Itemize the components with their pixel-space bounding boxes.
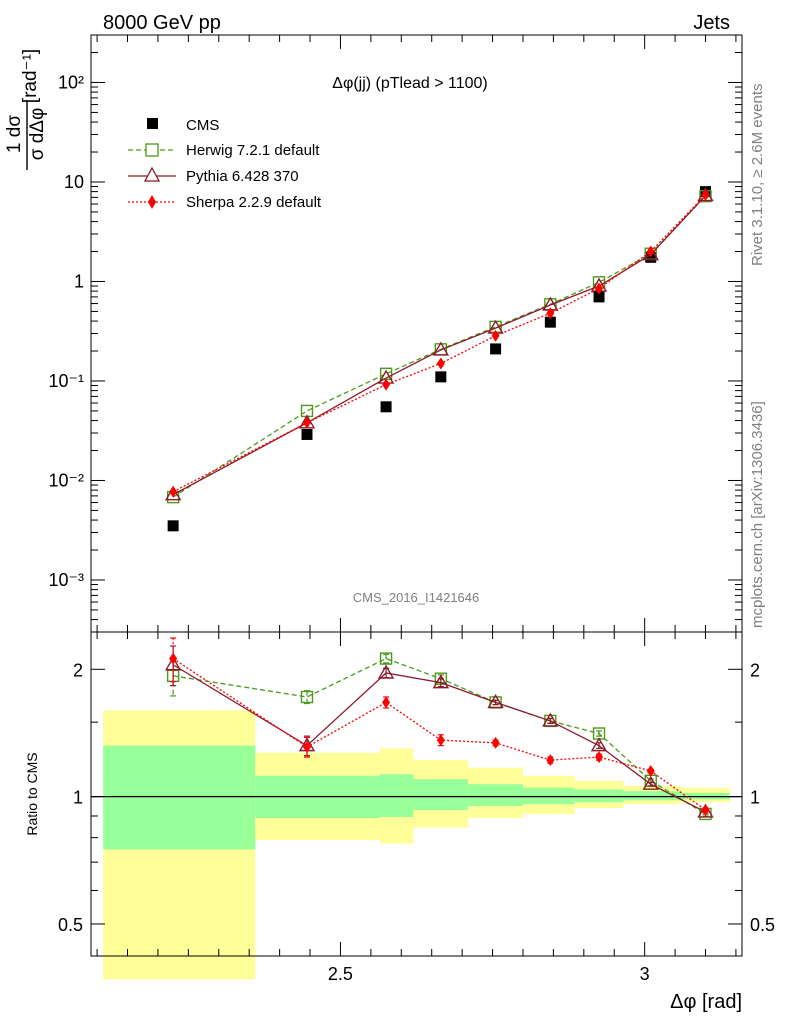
ratio-band-inner <box>623 791 682 801</box>
legend-marker-pythia <box>143 166 161 182</box>
main-ytick-label: 10 <box>64 172 84 192</box>
ratio-point-pythia <box>377 664 395 679</box>
main-line-pythia <box>172 195 706 496</box>
main-point-cms <box>167 520 179 532</box>
main-point-sherpa <box>169 485 178 498</box>
ratio-point-pythia <box>697 803 714 818</box>
ratio-ytick-label: 1 <box>73 788 83 808</box>
ratio-point-sherpa <box>169 652 178 665</box>
main-ytick-label: 1 <box>74 271 84 291</box>
ratio-band-inner <box>413 779 469 810</box>
main-ylabel-denominator: σ dΔφ <box>27 108 48 161</box>
ratio-point-pythia <box>432 674 450 689</box>
header-left: 8000 GeV pp <box>103 12 221 34</box>
analysis-watermark: CMS_2016_I1421646 <box>353 590 480 605</box>
ratio-ylabel: Ratio to CMS <box>24 752 40 835</box>
main-point-cms <box>301 428 313 440</box>
main-point-sherpa <box>646 245 655 258</box>
main-plot-series <box>164 186 714 532</box>
ratio-ytick-label: 2 <box>73 660 83 680</box>
main-point-cms <box>435 371 447 383</box>
main-ylabel-unit: [rad⁻¹] <box>20 49 41 103</box>
main-point-cms <box>593 291 605 303</box>
ratio-band-inner <box>103 745 256 850</box>
main-ylabel-numerator: 1 dσ <box>4 115 25 153</box>
ratio-point-sherpa <box>491 736 500 749</box>
header-right: Jets <box>693 12 730 34</box>
ratio-line-herwig <box>173 657 706 815</box>
legend-label-sherpa: Sherpa 2.2.9 default <box>186 194 322 211</box>
ratio-ytick-label-right: 2 <box>750 660 760 680</box>
main-plot-title: Δφ(jj) (pTlead > 1100) <box>332 75 488 92</box>
ratio-plot-frame <box>90 631 743 957</box>
ratio-ytick-label-right: 1 <box>750 788 760 808</box>
legend-marker-sherpa <box>148 195 156 209</box>
legend-label-cms: CMS <box>186 117 219 134</box>
ratio-point-sherpa <box>595 751 604 764</box>
main-point-sherpa <box>436 357 445 370</box>
ratio-ytick-label-right: 0.5 <box>750 915 775 935</box>
ratio-uncertainty-bands <box>103 710 730 980</box>
legend-item-herwig: Herwig 7.2.1 default <box>128 142 320 159</box>
ratio-ytick-label: 0.5 <box>58 915 83 935</box>
main-point-cms <box>544 316 556 328</box>
legend-marker-herwig <box>145 143 159 157</box>
ratio-point-sherpa <box>701 803 710 816</box>
legend-label-pythia: Pythia 6.428 370 <box>186 168 299 185</box>
ratio-point-pythia <box>590 737 608 752</box>
main-ylabel: 1 dσ σ dΔφ [rad⁻¹] <box>4 49 48 170</box>
main-point-sherpa <box>491 329 500 342</box>
legend: CMS Herwig 7.2.1 default Pythia 6.428 37… <box>128 117 322 211</box>
main-point-sherpa <box>701 188 710 201</box>
ratio-plot-axes: 2.5 3 0.5 0.5 1 1 2 2 <box>58 632 775 984</box>
rivet-version-label: Rivet 3.1.10, ≥ 2.6M events <box>749 84 766 267</box>
x-axis-label: Δφ [rad] <box>670 991 742 1013</box>
legend-label-herwig: Herwig 7.2.1 default <box>186 142 320 159</box>
main-point-cms <box>380 401 392 413</box>
ratio-point-herwig <box>300 690 314 704</box>
ratio-xtick-label: 2.5 <box>328 964 353 984</box>
ratio-point-pythia <box>164 656 182 671</box>
legend-item-cms: CMS <box>147 117 219 134</box>
legend-marker-cms <box>147 118 158 129</box>
ratio-band-inner <box>468 784 523 807</box>
ratio-point-sherpa <box>302 741 311 754</box>
legend-item-sherpa: Sherpa 2.2.9 default <box>128 194 322 211</box>
legend-item-pythia: Pythia 6.428 370 <box>128 166 299 185</box>
ratio-point-sherpa <box>382 696 391 709</box>
main-ytick-label: 10⁻² <box>48 470 84 490</box>
main-plot-axes: 10⁻³ 10⁻² 10⁻¹ 1 10 10² <box>48 34 742 633</box>
ratio-plot-series <box>164 637 714 821</box>
ratio-band-inner <box>522 787 575 805</box>
main-point-cms <box>490 343 502 355</box>
ratio-band-inner <box>379 774 414 818</box>
ratio-band-inner <box>574 789 624 803</box>
ratio-xtick-label: 3 <box>640 964 650 984</box>
main-point-sherpa <box>302 416 311 429</box>
ratio-point-pythia <box>642 775 659 790</box>
mcplots-url-label: mcplots.cern.ch [arXiv:1306.3436] <box>749 401 766 628</box>
ratio-point-pythia <box>542 712 559 727</box>
main-ytick-label: 10⁻³ <box>48 570 84 590</box>
main-ytick-label: 10⁻¹ <box>48 371 84 391</box>
main-point-sherpa <box>546 307 555 320</box>
main-point-sherpa <box>595 282 604 295</box>
main-ytick-label: 10² <box>58 72 84 92</box>
main-point-pythia <box>432 341 450 356</box>
main-point-sherpa <box>382 378 391 391</box>
ratio-point-herwig <box>379 652 393 665</box>
main-line-herwig <box>172 195 706 498</box>
main-point-pythia <box>164 486 182 501</box>
ratio-point-sherpa <box>646 764 655 777</box>
ratio-point-sherpa <box>546 754 555 767</box>
main-point-pythia <box>642 246 659 261</box>
ratio-point-pythia <box>487 694 504 709</box>
ratio-point-sherpa <box>436 734 445 747</box>
